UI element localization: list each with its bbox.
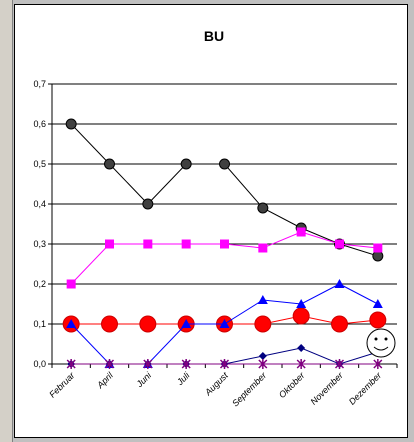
data-point bbox=[258, 352, 267, 360]
data-point bbox=[143, 359, 153, 369]
y-tick-label: 0,7 bbox=[33, 79, 46, 89]
data-point bbox=[181, 359, 191, 369]
data-point bbox=[296, 359, 306, 369]
data-point bbox=[257, 202, 269, 214]
y-tick-label: 0,3 bbox=[33, 239, 46, 249]
data-point bbox=[66, 359, 76, 369]
data-point bbox=[335, 239, 344, 249]
x-tick-label: Dezember bbox=[347, 370, 384, 407]
data-point bbox=[334, 359, 345, 369]
data-point bbox=[101, 315, 118, 333]
x-tick-label: September bbox=[230, 370, 269, 409]
y-tick-label: 0,2 bbox=[33, 279, 46, 289]
series-line bbox=[70, 123, 378, 257]
data-point bbox=[258, 359, 268, 369]
data-point bbox=[219, 319, 230, 328]
data-point bbox=[297, 344, 306, 352]
data-point bbox=[331, 315, 348, 333]
y-tick-label: 0,6 bbox=[33, 119, 46, 129]
y-tick-label: 0,1 bbox=[33, 319, 46, 329]
x-tick-label: Oktober bbox=[277, 370, 307, 400]
data-point bbox=[373, 359, 383, 369]
x-tick-label: Juli bbox=[174, 370, 192, 388]
y-tick-label: 0,5 bbox=[33, 159, 46, 169]
data-point bbox=[180, 158, 192, 170]
data-point bbox=[372, 299, 383, 308]
series-layer bbox=[62, 118, 387, 369]
x-tick-label: August bbox=[202, 370, 230, 398]
chart-frame bbox=[14, 4, 408, 438]
data-point bbox=[66, 319, 77, 328]
y-tick-label: 0,0 bbox=[33, 359, 46, 369]
data-point bbox=[65, 118, 77, 130]
data-point bbox=[66, 279, 76, 289]
data-point bbox=[296, 227, 306, 237]
data-point bbox=[139, 315, 157, 333]
data-point bbox=[181, 239, 191, 249]
data-point bbox=[220, 239, 229, 249]
data-point bbox=[104, 158, 115, 170]
left-window-strip bbox=[0, 0, 13, 442]
data-point bbox=[142, 198, 154, 210]
data-point bbox=[219, 359, 230, 369]
smiley-face-icon bbox=[366, 328, 396, 358]
x-tick-labels: Februar April Juni Juli August September Oktob… bbox=[47, 370, 384, 409]
data-point bbox=[334, 279, 345, 288]
data-point bbox=[258, 243, 268, 253]
data-point bbox=[257, 295, 268, 304]
data-point bbox=[105, 239, 114, 249]
data-point bbox=[373, 243, 383, 253]
x-tick-label: April bbox=[94, 370, 115, 391]
series-1 bbox=[66, 227, 383, 289]
chart-title: BU bbox=[204, 28, 224, 44]
y-tick-label: 0,4 bbox=[33, 199, 46, 209]
x-tick-label: November bbox=[308, 370, 345, 407]
data-point bbox=[292, 307, 310, 325]
x-tick-label: Februar bbox=[47, 370, 77, 400]
data-point bbox=[143, 239, 153, 249]
data-point bbox=[296, 299, 307, 308]
x-tick-label: Juni bbox=[134, 370, 154, 390]
y-tick-labels: 0,0 0,1 0,2 0,3 0,4 0,5 0,6 0,7 bbox=[33, 79, 46, 369]
data-point bbox=[181, 319, 192, 328]
data-point bbox=[369, 311, 387, 329]
data-point bbox=[104, 359, 115, 369]
data-point bbox=[219, 158, 230, 170]
series-5 bbox=[66, 359, 383, 369]
data-point bbox=[254, 315, 272, 333]
